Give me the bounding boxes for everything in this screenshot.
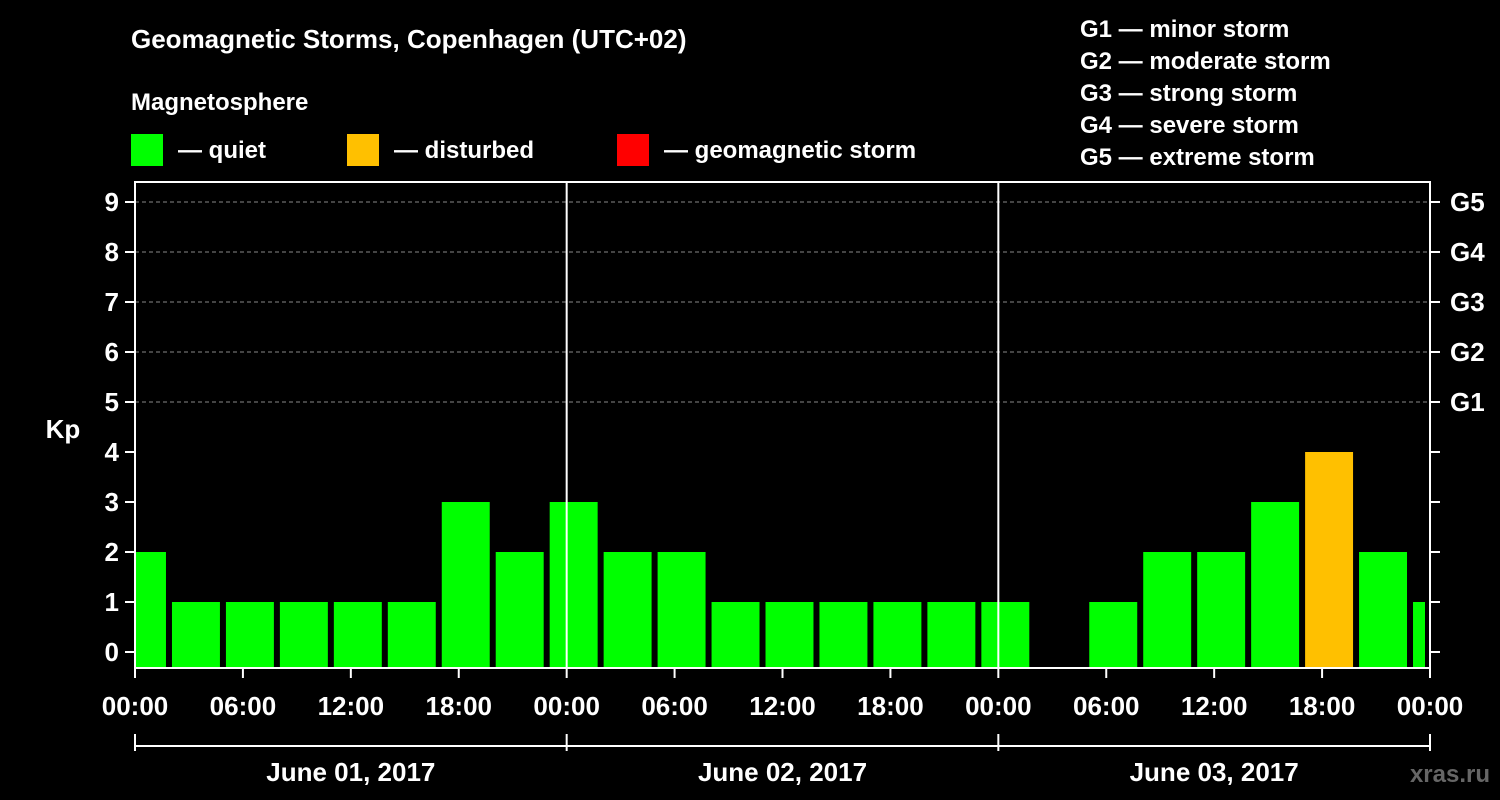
- legend-swatch-quiet: [131, 134, 163, 166]
- kp-bar: [333, 602, 382, 668]
- kp-bar: [387, 602, 436, 668]
- storm-level-label: G4: [1450, 237, 1485, 267]
- day-label: June 01, 2017: [266, 757, 435, 787]
- chart-title: Geomagnetic Storms, Copenhagen (UTC+02): [131, 24, 686, 54]
- legend-label-disturbed: — disturbed: [394, 137, 534, 164]
- storm-scale-g2: G2 — moderate storm: [1080, 48, 1331, 75]
- grid-lines: [135, 201, 1430, 403]
- legend-label-storm: — geomagnetic storm: [664, 137, 916, 164]
- legend-label-quiet: — quiet: [178, 137, 266, 164]
- x-tick-label: 00:00: [102, 691, 169, 721]
- x-tick-label: 12:00: [1181, 691, 1248, 721]
- kp-bar: [279, 602, 328, 668]
- kp-bar: [819, 602, 868, 668]
- y-tick-label: 7: [105, 287, 119, 317]
- kp-bar: [765, 602, 814, 668]
- storm-scale-g5: G5 — extreme storm: [1080, 144, 1315, 171]
- storm-scale-g4: G4 — severe storm: [1080, 112, 1299, 139]
- x-tick-label: 00:00: [1397, 691, 1464, 721]
- storm-level-label: G2: [1450, 337, 1485, 367]
- y-tick-label: 5: [105, 387, 119, 417]
- x-tick-label: 18:00: [857, 691, 924, 721]
- storm-scale-legend: G1 — minor storm G2 — moderate storm G3 …: [1080, 16, 1331, 171]
- storm-level-label: G3: [1450, 287, 1485, 317]
- day-label: June 02, 2017: [698, 757, 867, 787]
- kp-bar: [1251, 502, 1300, 668]
- kp-bar: [927, 602, 976, 668]
- axes: 0 1 2 3 4 5 6 7 8 9 G1 G2 G3 G4 G5 00:00 06:00 12:00 18:00…: [102, 181, 1485, 787]
- kp-bar: [657, 552, 706, 668]
- kp-bar: [549, 502, 598, 668]
- y-tick-label: 0: [105, 637, 119, 667]
- y-tick-label: 2: [105, 537, 119, 567]
- x-tick-label: 18:00: [426, 691, 493, 721]
- kp-bar: [1359, 552, 1408, 668]
- kp-bar: [171, 602, 220, 668]
- legend-swatch-storm: [617, 134, 649, 166]
- storm-level-label: G5: [1450, 187, 1485, 217]
- y-tick-label: 6: [105, 337, 119, 367]
- kp-bars: [136, 452, 1425, 668]
- magnetosphere-label: Magnetosphere: [131, 89, 308, 116]
- x-tick-label: 06:00: [210, 691, 277, 721]
- kp-bar: [603, 552, 652, 668]
- legend-swatch-disturbed: [347, 134, 379, 166]
- kp-bar: [1305, 452, 1354, 668]
- storm-level-label: G1: [1450, 387, 1485, 417]
- kp-bar: [1143, 552, 1192, 668]
- kp-bar: [495, 552, 544, 668]
- y-tick-label: 3: [105, 487, 119, 517]
- day-label: June 03, 2017: [1130, 757, 1299, 787]
- watermark: xras.ru: [1410, 761, 1490, 788]
- x-tick-label: 00:00: [965, 691, 1032, 721]
- x-tick-label: 06:00: [1073, 691, 1140, 721]
- x-tick-label: 12:00: [749, 691, 816, 721]
- kp-bar: [1089, 602, 1138, 668]
- kp-bar: [225, 602, 274, 668]
- kp-bar: [441, 502, 490, 668]
- x-tick-label: 12:00: [318, 691, 385, 721]
- kp-bar: [711, 602, 760, 668]
- kp-bar: [136, 552, 166, 668]
- x-tick-label: 06:00: [641, 691, 708, 721]
- x-tick-label: 00:00: [533, 691, 600, 721]
- storm-scale-g3: G3 — strong storm: [1080, 80, 1297, 107]
- y-tick-label: 1: [105, 587, 119, 617]
- y-tick-label: 8: [105, 237, 119, 267]
- storm-scale-g1: G1 — minor storm: [1080, 16, 1289, 43]
- kp-bar: [1197, 552, 1246, 668]
- y-axis-title: Kp: [46, 414, 81, 444]
- kp-bar: [873, 602, 922, 668]
- y-tick-label: 4: [105, 437, 120, 467]
- kp-bar: [981, 602, 1030, 668]
- y-tick-label: 9: [105, 187, 119, 217]
- kp-bar: [1413, 602, 1425, 668]
- x-tick-label: 18:00: [1289, 691, 1356, 721]
